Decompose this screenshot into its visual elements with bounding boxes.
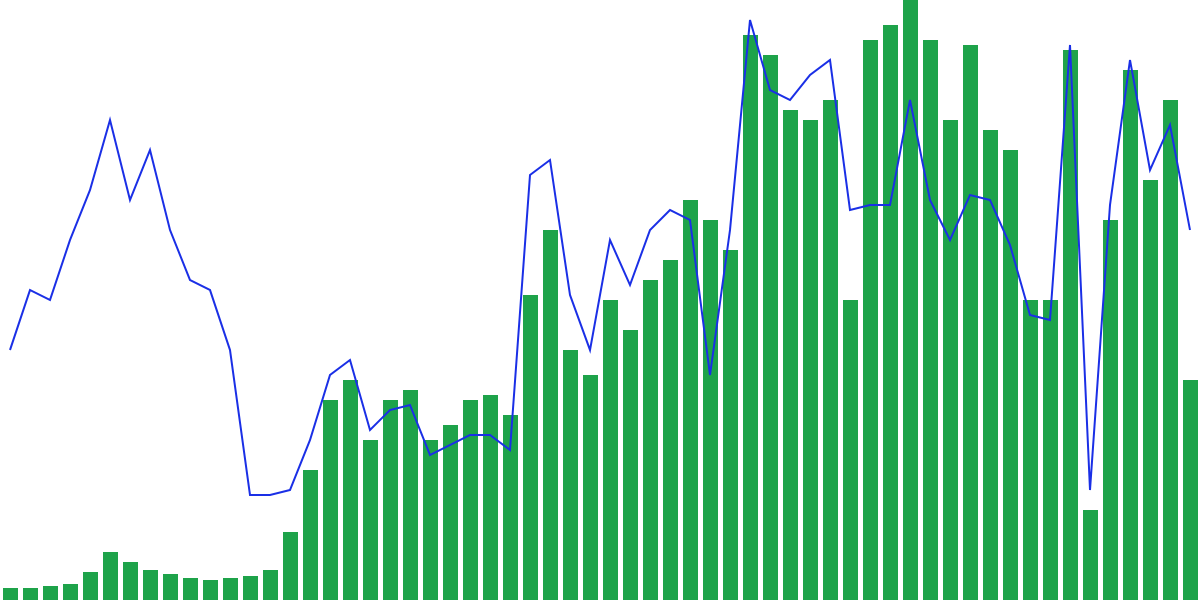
bar — [563, 350, 578, 600]
bar — [703, 220, 718, 600]
bar — [1183, 380, 1198, 600]
bar — [443, 425, 458, 600]
bar — [823, 100, 838, 600]
bar — [943, 120, 958, 600]
bar — [463, 400, 478, 600]
bar — [323, 400, 338, 600]
bar — [503, 415, 518, 600]
bar — [743, 35, 758, 600]
bar — [183, 578, 198, 600]
bar — [63, 584, 78, 600]
bar — [663, 260, 678, 600]
bar — [123, 562, 138, 600]
bar — [1023, 300, 1038, 600]
bar — [863, 40, 878, 600]
bar — [523, 295, 538, 600]
bar — [883, 25, 898, 600]
bar — [1003, 150, 1018, 600]
bar — [1123, 70, 1138, 600]
bar — [263, 570, 278, 600]
bar — [343, 380, 358, 600]
bar — [1163, 100, 1178, 600]
bar — [963, 45, 978, 600]
bar — [243, 576, 258, 600]
bar — [403, 390, 418, 600]
bar — [43, 586, 58, 600]
bar — [1083, 510, 1098, 600]
bar — [383, 400, 398, 600]
bar — [783, 110, 798, 600]
combo-chart — [0, 0, 1200, 600]
bar — [423, 440, 438, 600]
bar — [543, 230, 558, 600]
bar — [103, 552, 118, 600]
bar — [603, 300, 618, 600]
line-series — [0, 0, 1200, 600]
bar — [163, 574, 178, 600]
bar — [1103, 220, 1118, 600]
bar — [763, 55, 778, 600]
bar — [483, 395, 498, 600]
bar — [923, 40, 938, 600]
bar — [1063, 50, 1078, 600]
bar — [1043, 300, 1058, 600]
bar — [303, 470, 318, 600]
bar — [723, 250, 738, 600]
bar — [3, 588, 18, 600]
bar — [23, 588, 38, 600]
bar — [363, 440, 378, 600]
bar — [143, 570, 158, 600]
bar — [623, 330, 638, 600]
bar — [643, 280, 658, 600]
bar — [903, 0, 918, 600]
bar — [983, 130, 998, 600]
bar — [1143, 180, 1158, 600]
bar — [223, 578, 238, 600]
bar — [83, 572, 98, 600]
bar — [203, 580, 218, 600]
bar — [283, 532, 298, 600]
bar — [803, 120, 818, 600]
bar — [843, 300, 858, 600]
bar — [683, 200, 698, 600]
bar — [583, 375, 598, 600]
